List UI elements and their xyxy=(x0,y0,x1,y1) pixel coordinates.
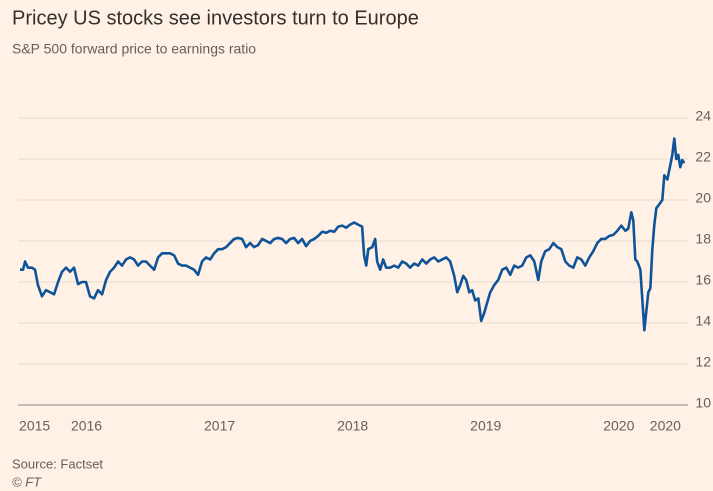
x-tick-label: 2016 xyxy=(71,418,102,434)
x-tick-label: 2017 xyxy=(204,418,235,434)
x-tick-label: 2019 xyxy=(470,418,501,434)
data-line xyxy=(20,137,686,332)
x-tick-label: 2020 xyxy=(603,418,634,434)
y-tick-label: 22 xyxy=(695,149,711,165)
y-tick-label: 20 xyxy=(695,190,711,206)
x-tick-label: 2018 xyxy=(337,418,368,434)
x-tick-label: 2015 xyxy=(19,418,50,434)
credit: © FT xyxy=(12,474,42,489)
x-tick-label: 2020 xyxy=(650,418,681,434)
y-tick-label: 12 xyxy=(695,354,711,370)
chart-subtitle: S&P 500 forward price to earnings ratio xyxy=(12,41,256,57)
y-tick-label: 16 xyxy=(695,272,711,288)
chart-title: Pricey US stocks see investors turn to E… xyxy=(12,7,419,29)
source: Source: Factset xyxy=(12,456,103,471)
y-tick-label: 24 xyxy=(695,108,711,124)
y-tick-label: 14 xyxy=(695,313,711,329)
y-tick-label: 18 xyxy=(695,231,711,247)
y-tick-label: 10 xyxy=(695,395,711,411)
